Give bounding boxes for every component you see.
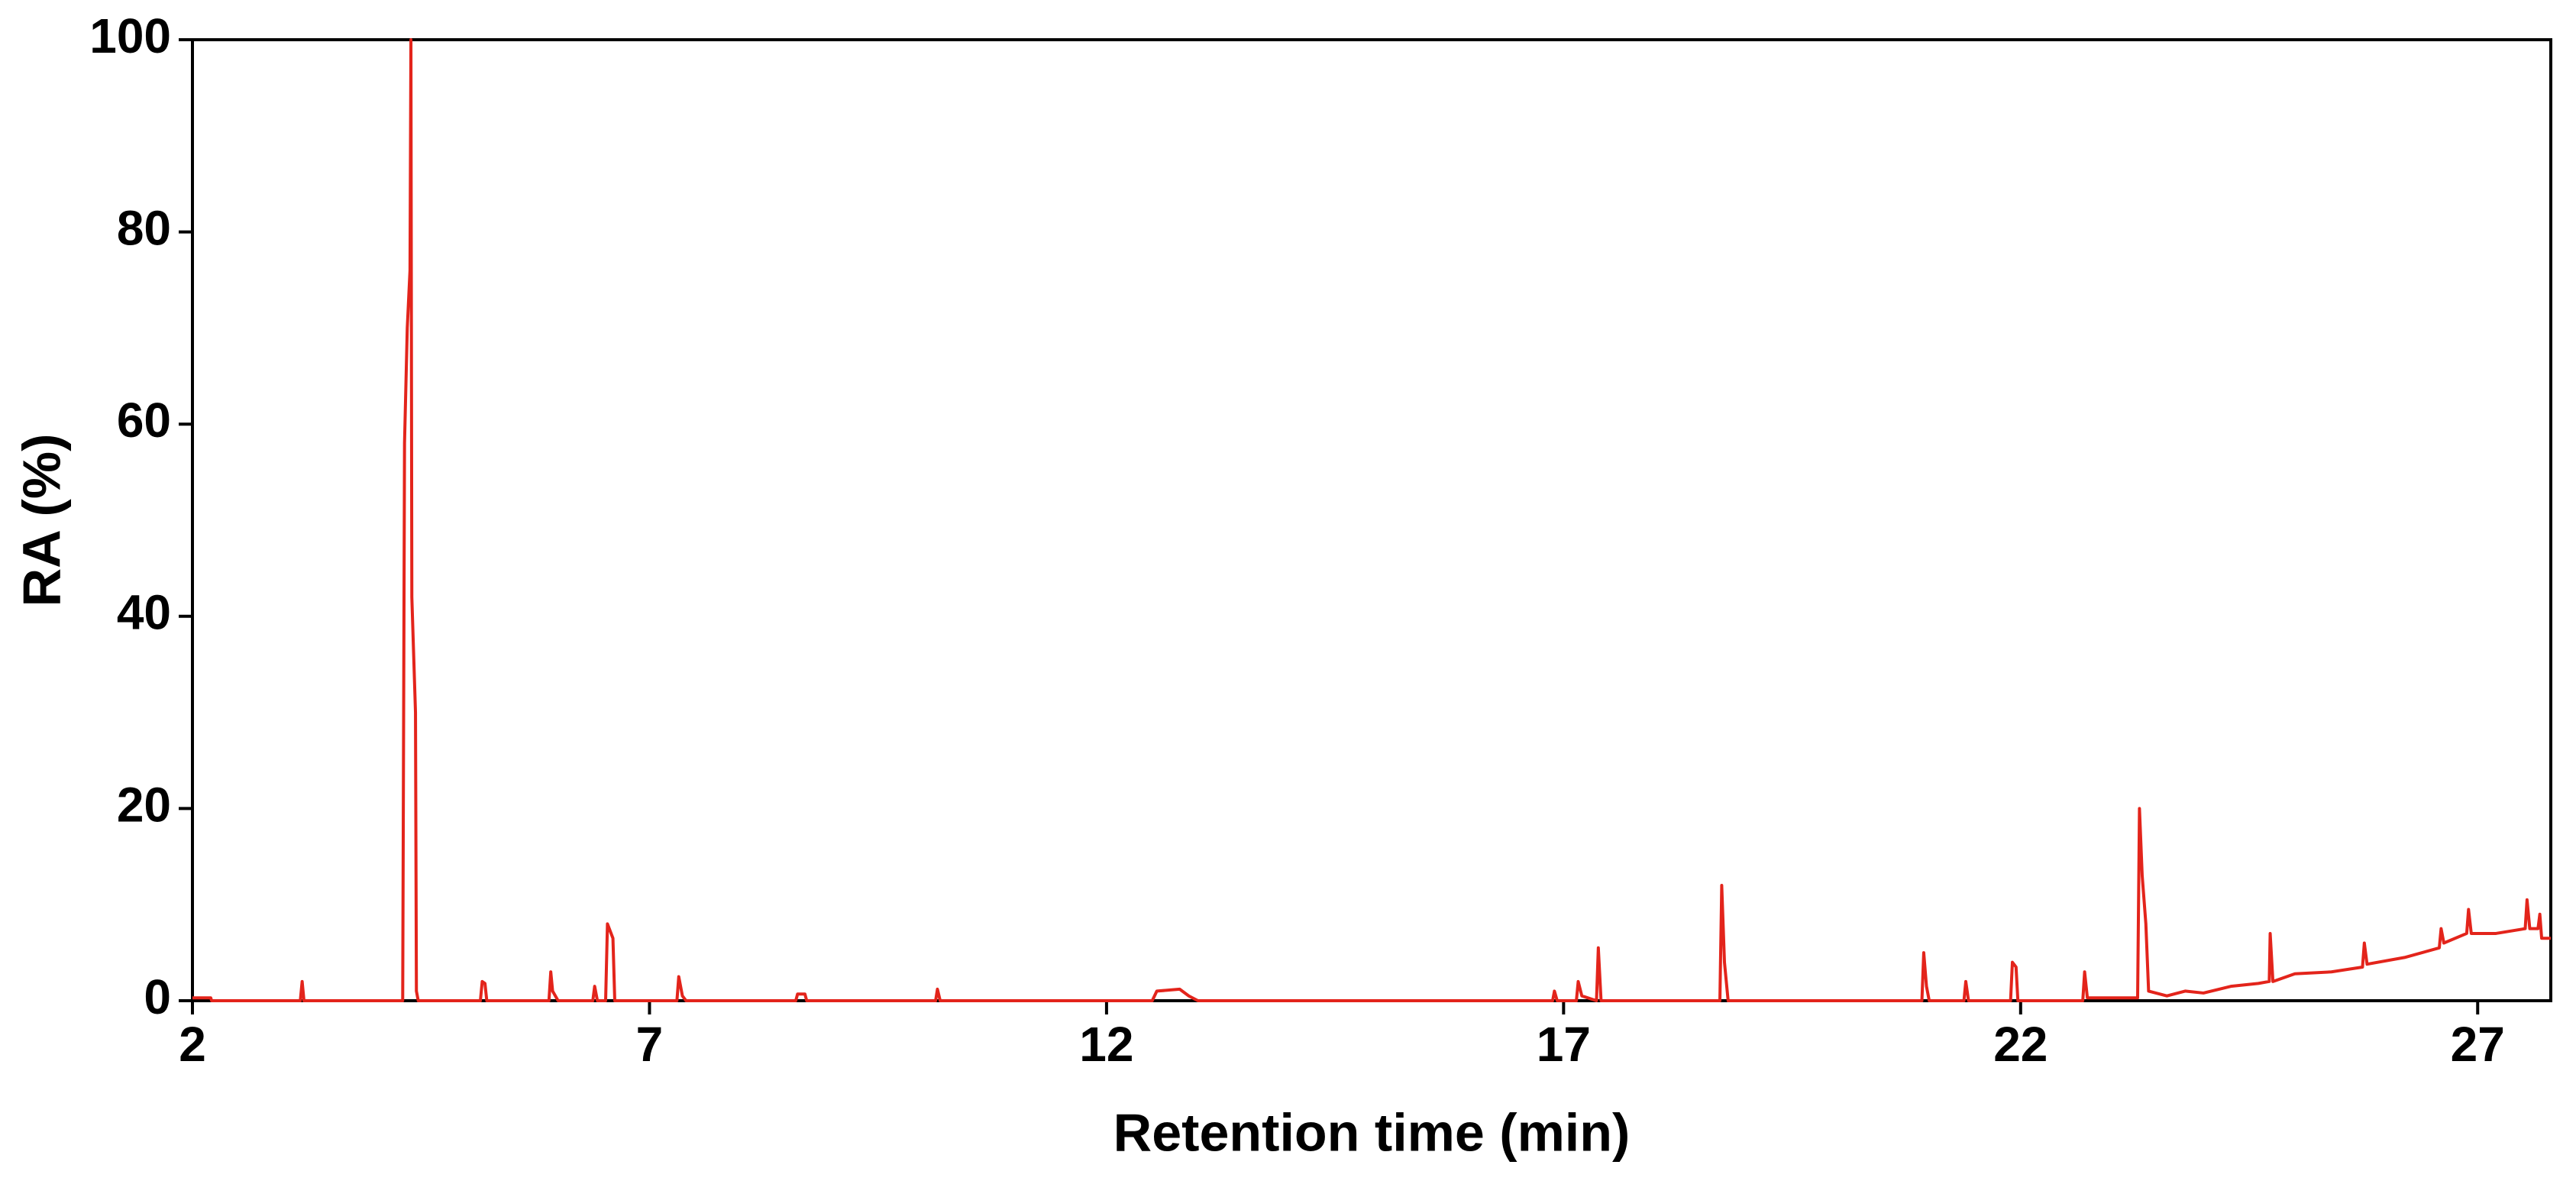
x-tick-label: 27 xyxy=(2451,1017,2505,1072)
y-tick-label: 60 xyxy=(117,393,171,448)
y-axis-title: RA (%) xyxy=(11,434,71,607)
y-tick-label: 20 xyxy=(117,777,171,832)
plot-frame xyxy=(191,38,2552,1002)
x-tick-label: 17 xyxy=(1537,1017,1591,1072)
x-tick-label: 7 xyxy=(636,1017,664,1072)
x-axis-title: Retention time (min) xyxy=(1113,1102,1631,1162)
data-line xyxy=(192,38,2551,1002)
x-tick-label: 2 xyxy=(179,1017,206,1072)
y-tick-label: 80 xyxy=(117,201,171,256)
y-tick-label: 0 xyxy=(144,969,171,1024)
y-tick-label: 100 xyxy=(89,8,171,63)
y-tick-label: 40 xyxy=(117,585,171,640)
x-tick-label: 12 xyxy=(1079,1017,1133,1072)
x-tick-label: 22 xyxy=(1993,1017,2048,1072)
